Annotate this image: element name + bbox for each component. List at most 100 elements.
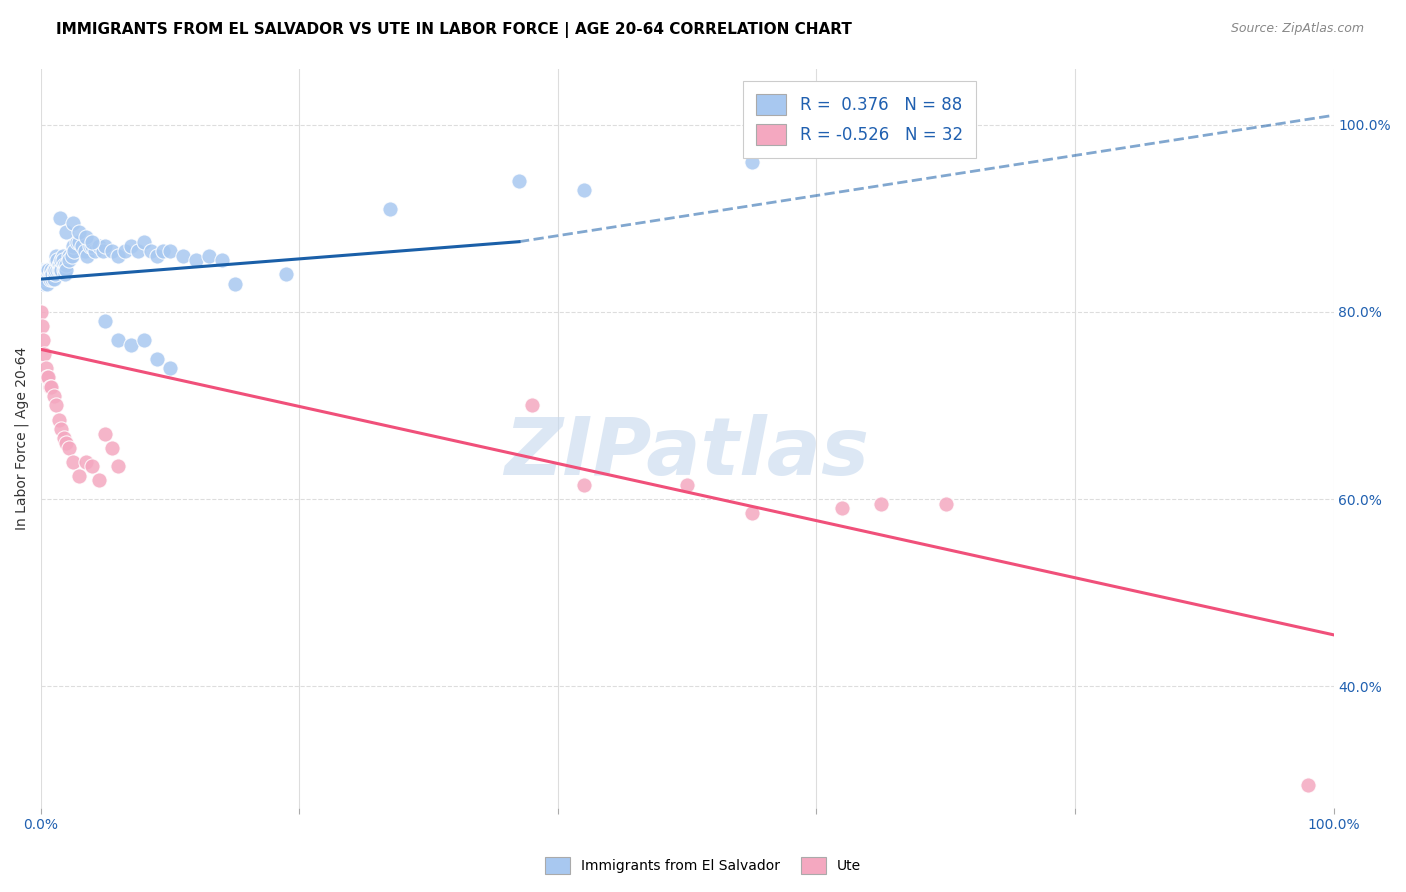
Point (53, 262, 76, 277)
Point (35, 361, 58, 376)
Point (120, 337, 142, 351)
Point (107, 249, 129, 263)
Point (107, 333, 129, 347)
Point (34, 277, 56, 291)
Point (38, 268, 60, 282)
Point (52, 249, 75, 263)
Point (91, 244, 114, 258)
Point (30, 272, 52, 286)
Point (87, 474, 110, 488)
Point (51, 262, 73, 277)
Point (34, 268, 56, 282)
Point (67, 225, 90, 239)
Point (37, 268, 59, 282)
Point (70, 239, 93, 253)
Point (94, 314, 117, 328)
Legend: R =  0.376   N = 88, R = -0.526   N = 32: R = 0.376 N = 88, R = -0.526 N = 32 (742, 80, 976, 159)
Point (67, 468, 90, 483)
Point (572, 183, 595, 197)
Point (73, 244, 96, 258)
Point (63, 244, 86, 258)
Point (741, 506, 763, 520)
Point (127, 244, 149, 258)
Point (132, 333, 155, 347)
Point (75, 455, 97, 469)
Point (52, 258, 75, 272)
Point (66, 235, 89, 249)
Point (48, 258, 70, 272)
Point (132, 235, 155, 249)
Point (32, 272, 55, 286)
Point (62, 455, 84, 469)
Legend: Immigrants from El Salvador, Ute: Immigrants from El Salvador, Ute (538, 850, 868, 880)
Point (184, 253, 207, 268)
Point (48, 262, 70, 277)
Point (35, 277, 58, 291)
Point (53, 268, 76, 282)
Point (44, 268, 66, 282)
Point (676, 478, 699, 492)
Text: Source: ZipAtlas.com: Source: ZipAtlas.com (1230, 22, 1364, 36)
Point (114, 244, 136, 258)
Point (31, 268, 53, 282)
Point (32, 333, 55, 347)
Text: ZIPatlas: ZIPatlas (505, 414, 869, 492)
Point (37, 370, 59, 384)
Point (46, 253, 69, 268)
Point (38, 380, 60, 394)
Point (870, 497, 893, 511)
Point (94, 426, 117, 441)
Point (52, 262, 75, 277)
Point (139, 244, 162, 258)
Point (51, 422, 73, 436)
Point (42, 389, 65, 403)
Point (82, 239, 104, 253)
Point (60, 249, 83, 263)
Point (224, 277, 246, 291)
Point (35, 272, 58, 286)
Point (52, 253, 75, 268)
Point (32, 262, 55, 277)
Point (146, 351, 169, 366)
Point (51, 253, 73, 268)
Point (572, 478, 595, 492)
Point (120, 239, 142, 253)
Point (172, 249, 194, 263)
Point (197, 249, 219, 263)
Point (58, 441, 80, 455)
Point (152, 244, 174, 258)
Point (39, 262, 62, 277)
Point (55, 262, 77, 277)
Point (55, 258, 77, 272)
Point (146, 249, 169, 263)
Point (45, 249, 67, 263)
Point (508, 174, 530, 188)
Point (741, 155, 763, 169)
Point (84, 244, 107, 258)
Point (45, 253, 67, 268)
Point (82, 235, 104, 249)
Point (55, 225, 77, 239)
Point (935, 497, 957, 511)
Point (30, 305, 52, 319)
Point (49, 262, 72, 277)
Point (35, 370, 58, 384)
Point (87, 239, 110, 253)
Point (37, 262, 59, 277)
Point (35, 262, 58, 277)
Point (831, 501, 853, 516)
Point (44, 262, 66, 277)
Point (520, 399, 543, 413)
Point (94, 239, 117, 253)
Point (100, 244, 122, 258)
Point (276, 268, 298, 282)
Point (39, 268, 62, 282)
Point (52, 431, 75, 445)
Point (62, 216, 84, 230)
Point (55, 436, 77, 450)
Point (39, 380, 62, 394)
Point (48, 412, 70, 426)
Point (41, 268, 63, 282)
Point (41, 272, 63, 286)
Point (159, 361, 181, 376)
